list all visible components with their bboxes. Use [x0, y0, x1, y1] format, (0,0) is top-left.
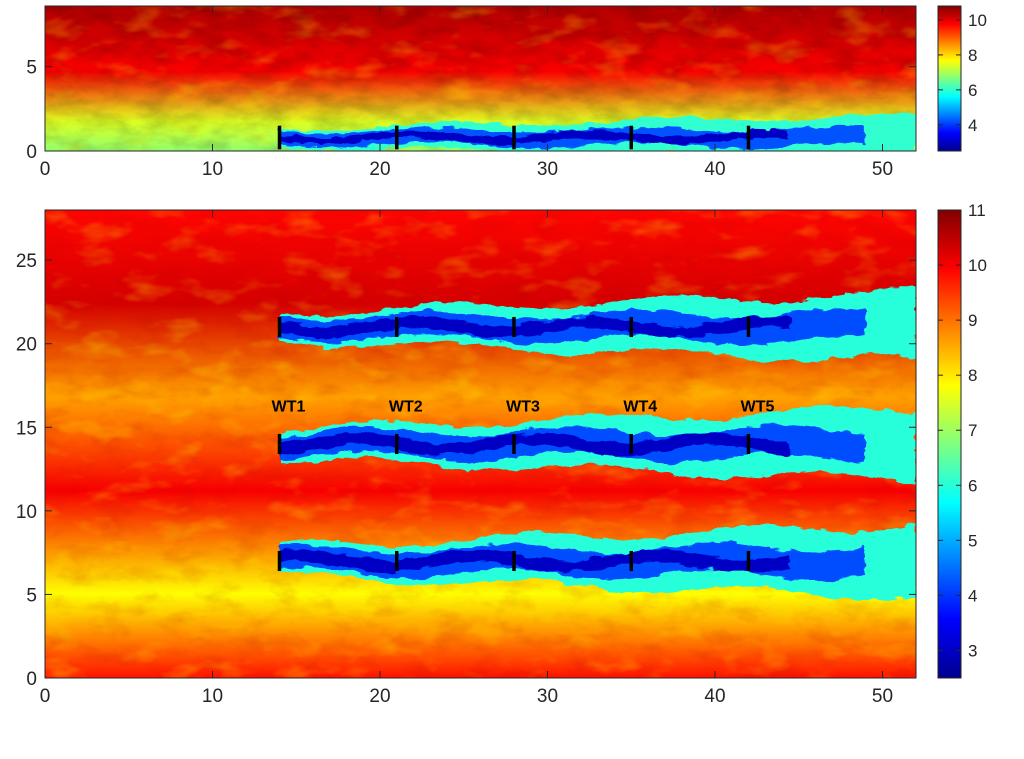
- y-tick-label: 15: [16, 418, 37, 439]
- plot-frame: [44, 209, 917, 679]
- side-view-field: [45, 6, 916, 151]
- wake-band: [279, 112, 916, 151]
- top-view-field: [45, 210, 916, 678]
- colorbar-tick-label: 4: [968, 586, 977, 605]
- x-tick-label: 10: [202, 686, 223, 707]
- turbine-label: WT2: [389, 399, 423, 416]
- turbine-label: WT4: [623, 399, 657, 416]
- turbine-label: WT3: [506, 399, 540, 416]
- colorbar-tick-label: 11: [968, 201, 986, 220]
- y-tick-label: 0: [26, 669, 37, 690]
- colorbar-tick-label: 7: [968, 421, 977, 440]
- turbine-label: WT1: [272, 399, 306, 416]
- x-tick-label: 40: [704, 686, 725, 707]
- wake-deficit: [279, 316, 789, 338]
- y-tick-label: 0: [26, 142, 37, 163]
- y-tick-label: 10: [16, 502, 37, 523]
- x-tick-label: 20: [369, 159, 390, 180]
- y-tick-label: 25: [16, 251, 37, 272]
- x-tick-label: 50: [872, 686, 893, 707]
- colorbar-tick-label: 5: [968, 531, 977, 550]
- x-tick-label: 30: [537, 686, 558, 707]
- wake-band: [279, 524, 916, 601]
- colorbar-tick-label: 4: [968, 116, 977, 135]
- colorbar: [937, 209, 962, 679]
- x-tick-label: 0: [40, 686, 51, 707]
- colorbar: [937, 5, 962, 152]
- colorbar-tick-label: 6: [968, 81, 977, 100]
- x-tick-label: 30: [537, 159, 558, 180]
- x-tick-label: 40: [704, 159, 725, 180]
- colorbar-tick-label: 8: [968, 46, 977, 65]
- wake-deficit: [279, 130, 789, 145]
- y-tick-label: 5: [26, 58, 37, 79]
- x-tick-label: 0: [40, 159, 51, 180]
- wake-band: [279, 288, 916, 362]
- colorbar-tick-label: 6: [968, 476, 977, 495]
- x-tick-label: 10: [202, 159, 223, 180]
- y-tick-label: 5: [26, 585, 37, 606]
- turbine-label: WT5: [741, 399, 775, 416]
- wake-deficit: [279, 549, 789, 573]
- colorbar-tick-label: 3: [968, 641, 977, 660]
- colorbar-tick-label: 10: [968, 256, 987, 275]
- wake-deficit: [279, 432, 789, 456]
- x-tick-label: 20: [369, 686, 390, 707]
- colorbar-tick-label: 10: [968, 11, 987, 30]
- wake-band: [279, 405, 916, 485]
- plot-frame: [44, 5, 917, 152]
- y-tick-label: 20: [16, 335, 37, 356]
- colorbar-tick-label: 9: [968, 311, 977, 330]
- x-tick-label: 50: [872, 159, 893, 180]
- colorbar-tick-label: 8: [968, 366, 977, 385]
